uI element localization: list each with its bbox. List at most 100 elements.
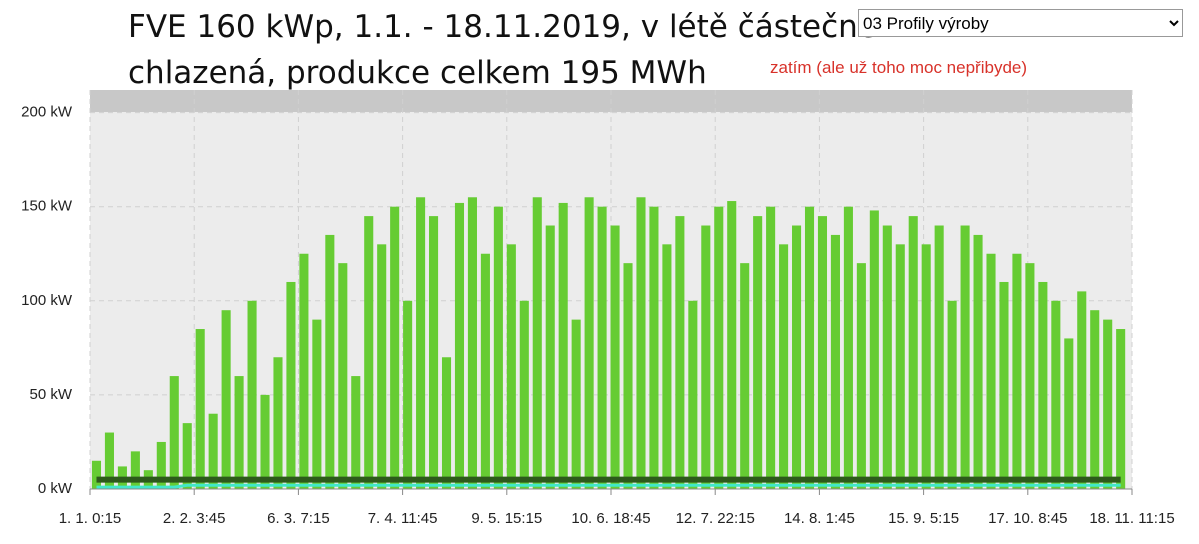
y-tick-label: 0 kW — [38, 480, 73, 497]
bar — [364, 216, 374, 489]
bar — [882, 225, 892, 489]
subtitle: zatím (ale už toho moc nepřibyde) — [770, 58, 1028, 77]
bar — [610, 225, 620, 489]
bar — [1051, 300, 1061, 489]
bar — [545, 225, 555, 489]
bar — [675, 216, 685, 489]
bar — [662, 244, 672, 489]
bar — [519, 300, 529, 489]
bar — [416, 197, 426, 489]
bar — [234, 376, 244, 489]
y-tick-label: 50 kW — [29, 386, 72, 403]
bar — [714, 206, 724, 490]
bar — [727, 201, 737, 489]
bar — [325, 234, 335, 489]
bar — [169, 376, 179, 489]
bar — [973, 234, 983, 489]
x-tick-label: 15. 9. 5:15 — [888, 510, 959, 527]
y-tick-label: 150 kW — [21, 198, 73, 215]
bar — [636, 197, 646, 489]
bar — [247, 300, 257, 489]
x-tick-label: 7. 4. 11:45 — [368, 510, 438, 527]
bar — [532, 197, 542, 489]
bar — [156, 441, 166, 489]
bar — [908, 216, 918, 489]
bar — [947, 300, 957, 489]
bar — [558, 202, 568, 489]
bar — [856, 263, 866, 489]
bar — [1103, 319, 1113, 489]
bar — [740, 263, 750, 489]
bar — [467, 197, 477, 489]
bar — [208, 413, 218, 489]
bar — [104, 432, 114, 489]
bar — [441, 357, 452, 489]
bar — [999, 281, 1009, 489]
bar — [1116, 329, 1126, 489]
x-tick-label: 10. 6. 18:45 — [571, 510, 650, 527]
bar — [260, 394, 270, 489]
x-tick-label: 17. 10. 8:45 — [988, 510, 1067, 527]
bar — [286, 281, 296, 489]
bar — [493, 206, 503, 490]
x-tick-label: 2. 2. 3:45 — [163, 510, 226, 527]
bar — [571, 319, 581, 489]
bar — [688, 300, 698, 489]
bar — [1077, 291, 1087, 489]
bar — [429, 216, 439, 489]
bar — [804, 206, 815, 490]
bar — [895, 244, 905, 489]
bar — [934, 225, 944, 489]
bar — [649, 206, 659, 490]
bar — [351, 376, 361, 489]
bar — [584, 197, 594, 489]
bar — [792, 225, 802, 489]
bar — [960, 225, 970, 489]
x-tick-label: 14. 8. 1:45 — [784, 510, 855, 527]
bar — [1064, 338, 1074, 489]
profile-dropdown[interactable]: 03 Profily výroby — [858, 9, 1183, 37]
bar — [338, 263, 348, 489]
bar — [506, 244, 516, 489]
title-line: chlazená, produkce celkem 195 MWh — [128, 55, 707, 91]
x-tick-label: 9. 5. 15:15 — [471, 510, 542, 527]
bar — [377, 244, 387, 489]
bar — [312, 319, 322, 489]
bar — [454, 202, 465, 489]
bar — [830, 234, 840, 489]
bar — [597, 206, 607, 490]
title-line: FVE 160 kWp, 1.1. - 18.11.2019, v létě č… — [128, 9, 877, 45]
bar — [130, 451, 140, 489]
bar — [1038, 281, 1048, 489]
x-tick-label: 1. 1. 0:15 — [59, 510, 122, 527]
y-tick-label: 100 kW — [21, 292, 73, 309]
bar — [182, 423, 192, 489]
bar — [273, 357, 283, 489]
bar — [299, 253, 309, 489]
bar — [623, 263, 633, 489]
bar — [403, 300, 413, 489]
bar — [817, 216, 828, 489]
bar — [869, 210, 879, 490]
title: FVE 160 kWp, 1.1. - 18.11.2019, v létě č… — [128, 4, 877, 96]
bar — [921, 244, 931, 489]
bar — [1090, 310, 1100, 489]
bar — [766, 206, 776, 490]
bar — [221, 310, 231, 489]
bar — [779, 244, 789, 489]
bar — [195, 329, 205, 489]
bar — [753, 216, 763, 489]
baseline-line — [96, 483, 1121, 489]
bar — [701, 225, 711, 489]
bar — [986, 253, 996, 489]
bar — [1025, 263, 1035, 489]
bar — [1012, 253, 1022, 489]
bar — [390, 206, 400, 490]
bar — [480, 253, 490, 489]
x-tick-label: 6. 3. 7:15 — [267, 510, 330, 527]
y-tick-label: 200 kW — [21, 104, 73, 121]
bar — [91, 460, 102, 489]
bar — [843, 206, 853, 490]
